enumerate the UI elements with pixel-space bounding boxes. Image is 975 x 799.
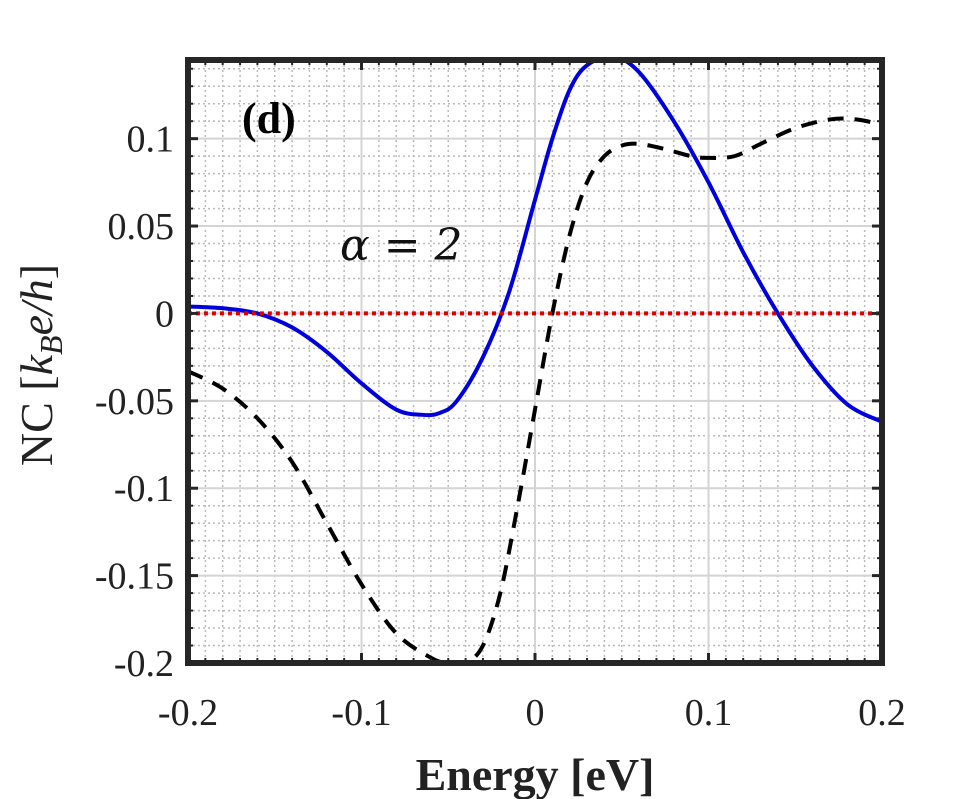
y-tick-label: -0.05 xyxy=(95,381,174,423)
y-tick-label: 0.05 xyxy=(108,206,175,248)
y-axis-title-subscript: B xyxy=(33,335,69,355)
ticks xyxy=(186,60,884,665)
y-tick-label: 0.1 xyxy=(127,119,175,161)
y-tick-label: -0.2 xyxy=(114,643,174,685)
y-tick-label: -0.1 xyxy=(114,468,174,510)
alpha-annotation: α = 2 xyxy=(340,220,463,271)
y-axis-title-k: k xyxy=(11,353,62,375)
x-tick-labels: -0.2 -0.1 0 0.1 0.2 xyxy=(158,692,906,734)
panel-label: (d) xyxy=(242,94,296,143)
x-tick-label: 0.2 xyxy=(858,692,906,734)
y-axis-title-close-bracket: ] xyxy=(11,264,62,279)
y-tick-labels: -0.2 -0.15 -0.1 -0.05 0 0.05 0.1 xyxy=(95,119,174,685)
series-layer xyxy=(188,60,882,663)
y-axis-title-rest: e/h xyxy=(11,279,62,335)
x-tick-label: 0.1 xyxy=(685,692,733,734)
y-tick-label: -0.15 xyxy=(95,556,174,598)
x-tick-label: -0.2 xyxy=(158,692,218,734)
y-tick-label: 0 xyxy=(155,293,174,335)
series-solid-blue xyxy=(188,60,882,424)
y-axis-title-open-bracket: [ xyxy=(11,375,62,390)
x-axis-title: Energy [eV] xyxy=(416,749,655,799)
y-axis-title-prefix: NC xyxy=(11,391,62,466)
y-axis-title: NC [kBe/h] xyxy=(11,264,69,466)
x-tick-label: -0.1 xyxy=(331,692,391,734)
x-tick-label: 0 xyxy=(526,692,545,734)
series-dashed-black xyxy=(188,116,882,663)
